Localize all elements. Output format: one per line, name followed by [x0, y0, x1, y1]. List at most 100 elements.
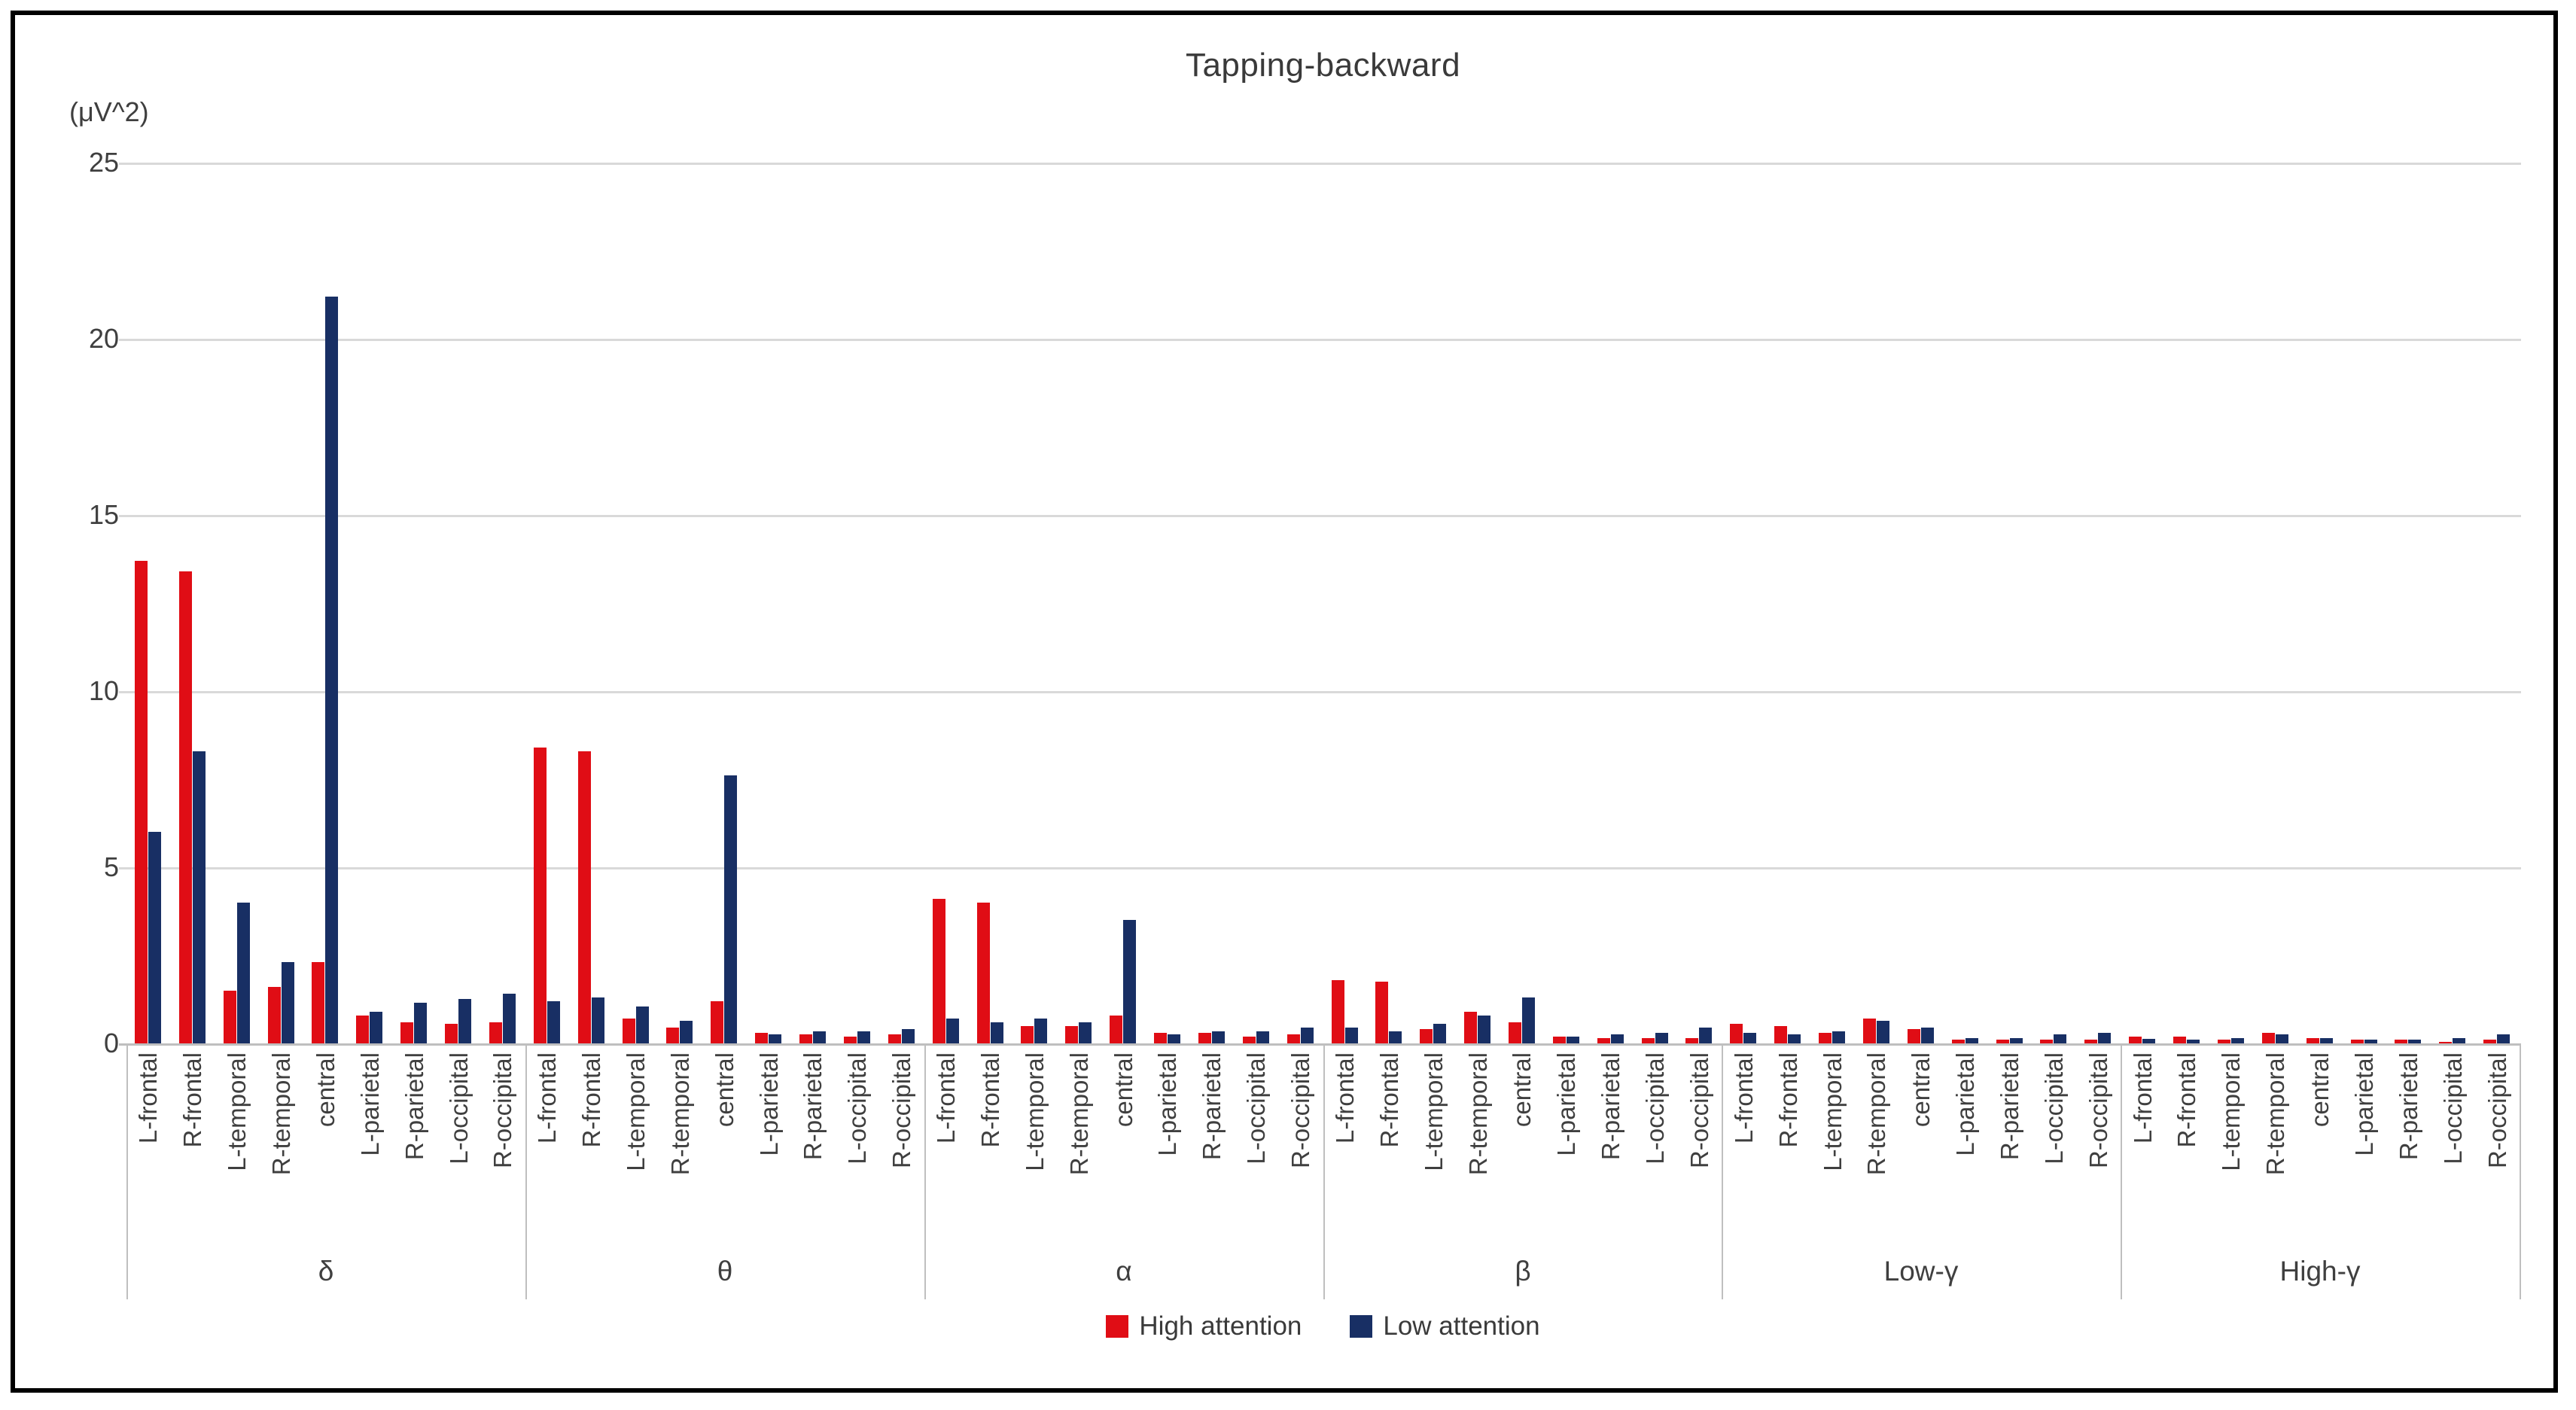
- bar-high-attention-β-central: [1509, 1022, 1521, 1043]
- bar-low-attention-θ-L-frontal: [547, 1001, 560, 1043]
- bar-low-attention-α-central: [1123, 920, 1136, 1043]
- bar-low-attention-δ-L-frontal: [148, 832, 161, 1043]
- bar-high-attention-δ-R-parietal: [400, 1022, 413, 1043]
- category-label-β-R-occipital: R-occipital: [1685, 1052, 1713, 1169]
- bar-high-attention-θ-R-frontal: [578, 751, 591, 1043]
- bar-low-attention-δ-L-occipital: [458, 999, 471, 1043]
- legend: High attention Low attention: [126, 1311, 2520, 1341]
- bar-high-attention-β-L-parietal: [1553, 1037, 1566, 1043]
- bar-high-attention-Low-γ-central: [1908, 1029, 1920, 1043]
- group-label-High-γ: High-γ: [2279, 1256, 2361, 1287]
- bar-high-attention-High-γ-L-temporal: [2218, 1040, 2230, 1043]
- bar-high-attention-α-L-occipital: [1243, 1037, 1256, 1043]
- bar-high-attention-δ-L-frontal: [135, 561, 148, 1043]
- category-label-θ-L-frontal: L-frontal: [533, 1052, 561, 1144]
- bar-low-attention-θ-L-parietal: [769, 1034, 781, 1043]
- bar-high-attention-High-γ-L-parietal: [2351, 1040, 2364, 1043]
- gridline-25: [119, 163, 2521, 165]
- bar-low-attention-Low-γ-R-parietal: [2010, 1038, 2023, 1043]
- category-label-High-γ-L-parietal: L-parietal: [2350, 1052, 2378, 1156]
- category-label-High-γ-L-occipital: L-occipital: [2439, 1052, 2467, 1165]
- category-label-β-L-parietal: L-parietal: [1552, 1052, 1580, 1156]
- bar-high-attention-β-L-occipital: [1642, 1038, 1655, 1043]
- bar-low-attention-High-γ-central: [2320, 1038, 2333, 1043]
- bar-low-attention-Low-γ-L-frontal: [1743, 1033, 1756, 1043]
- bar-low-attention-Low-γ-R-occipital: [2098, 1033, 2111, 1043]
- bar-high-attention-θ-R-occipital: [888, 1034, 901, 1043]
- bar-low-attention-Low-γ-L-temporal: [1832, 1031, 1845, 1043]
- bar-high-attention-α-L-parietal: [1154, 1033, 1167, 1043]
- category-label-θ-L-temporal: L-temporal: [622, 1052, 650, 1171]
- bar-high-attention-Low-γ-L-frontal: [1730, 1024, 1743, 1043]
- bar-low-attention-High-γ-L-temporal: [2231, 1038, 2244, 1043]
- bar-low-attention-β-R-frontal: [1389, 1031, 1402, 1043]
- bar-high-attention-α-R-frontal: [977, 903, 990, 1043]
- bar-high-attention-β-R-parietal: [1597, 1038, 1610, 1043]
- category-label-α-R-occipital: R-occipital: [1286, 1052, 1314, 1169]
- bar-high-attention-High-γ-central: [2307, 1038, 2319, 1043]
- category-label-High-γ-central: central: [2306, 1052, 2334, 1128]
- bar-low-attention-High-γ-R-occipital: [2497, 1034, 2510, 1043]
- category-label-α-L-occipital: L-occipital: [1242, 1052, 1270, 1165]
- category-label-Low-γ-L-parietal: L-parietal: [1951, 1052, 1979, 1156]
- category-label-δ-central: central: [312, 1052, 340, 1128]
- y-tick-label-0: 0: [103, 1028, 119, 1058]
- bar-low-attention-α-L-frontal: [946, 1019, 959, 1043]
- bar-low-attention-α-L-parietal: [1168, 1034, 1180, 1043]
- bar-high-attention-δ-R-temporal: [268, 987, 281, 1043]
- low-attention-swatch-icon: [1350, 1315, 1373, 1338]
- category-label-δ-L-frontal: L-frontal: [134, 1052, 162, 1144]
- category-label-High-γ-R-parietal: R-parietal: [2395, 1052, 2422, 1161]
- category-label-δ-R-parietal: R-parietal: [400, 1052, 428, 1161]
- bar-low-attention-β-R-temporal: [1478, 1016, 1490, 1043]
- bar-low-attention-α-R-frontal: [991, 1022, 1003, 1043]
- bar-high-attention-α-R-parietal: [1198, 1033, 1211, 1043]
- group-label-β: β: [1515, 1256, 1531, 1287]
- bar-low-attention-β-R-parietal: [1611, 1034, 1624, 1043]
- category-label-θ-central: central: [711, 1052, 738, 1128]
- group-label-θ: θ: [717, 1256, 733, 1287]
- bar-high-attention-Low-γ-L-occipital: [2040, 1040, 2053, 1043]
- bar-high-attention-θ-R-temporal: [666, 1028, 679, 1043]
- y-tick-label-25: 25: [88, 147, 119, 178]
- bar-low-attention-δ-L-parietal: [370, 1012, 382, 1043]
- category-label-δ-L-occipital: L-occipital: [445, 1052, 473, 1165]
- category-label-High-γ-R-temporal: R-temporal: [2261, 1052, 2289, 1176]
- bar-low-attention-θ-R-frontal: [592, 997, 604, 1043]
- bar-high-attention-Low-γ-R-temporal: [1863, 1019, 1876, 1043]
- bar-high-attention-θ-L-parietal: [755, 1033, 768, 1043]
- category-label-β-L-occipital: L-occipital: [1641, 1052, 1669, 1165]
- bar-low-attention-α-R-parietal: [1212, 1031, 1225, 1043]
- bar-high-attention-Low-γ-L-temporal: [1819, 1033, 1832, 1043]
- bar-high-attention-Low-γ-R-parietal: [1996, 1040, 2009, 1043]
- bar-high-attention-α-L-temporal: [1021, 1026, 1034, 1043]
- bar-high-attention-β-R-frontal: [1375, 982, 1388, 1043]
- bar-high-attention-High-γ-R-frontal: [2173, 1037, 2186, 1043]
- group-label-Low-γ: Low-γ: [1883, 1256, 1959, 1287]
- gridline-20: [119, 339, 2521, 341]
- bar-low-attention-θ-R-temporal: [680, 1021, 693, 1043]
- y-tick-label-20: 20: [88, 323, 119, 354]
- bar-high-attention-β-L-frontal: [1332, 980, 1344, 1043]
- bar-low-attention-High-γ-R-parietal: [2408, 1040, 2421, 1043]
- bar-low-attention-High-γ-L-occipital: [2453, 1038, 2465, 1043]
- bar-high-attention-δ-R-occipital: [489, 1022, 502, 1043]
- y-tick-label-15: 15: [88, 499, 119, 530]
- bar-high-attention-High-γ-L-frontal: [2129, 1037, 2142, 1043]
- category-label-High-γ-R-frontal: R-frontal: [2173, 1052, 2200, 1148]
- group-divider-3: [1323, 1043, 1325, 1299]
- category-label-α-L-temporal: L-temporal: [1021, 1052, 1049, 1171]
- bar-low-attention-θ-R-occipital: [902, 1029, 915, 1043]
- bar-low-attention-δ-R-parietal: [414, 1003, 427, 1043]
- bar-high-attention-α-R-temporal: [1065, 1026, 1078, 1043]
- gridline-15: [119, 515, 2521, 517]
- category-label-β-R-frontal: R-frontal: [1375, 1052, 1403, 1148]
- group-divider-1: [525, 1043, 527, 1299]
- category-label-α-R-frontal: R-frontal: [976, 1052, 1004, 1148]
- bar-low-attention-β-L-parietal: [1567, 1037, 1579, 1043]
- category-label-β-L-frontal: L-frontal: [1331, 1052, 1359, 1144]
- bar-low-attention-Low-γ-central: [1921, 1028, 1934, 1043]
- legend-entry-low-attention: Low attention: [1350, 1311, 1540, 1341]
- category-label-Low-γ-R-occipital: R-occipital: [2084, 1052, 2112, 1169]
- bar-high-attention-High-γ-L-occipital: [2439, 1042, 2452, 1043]
